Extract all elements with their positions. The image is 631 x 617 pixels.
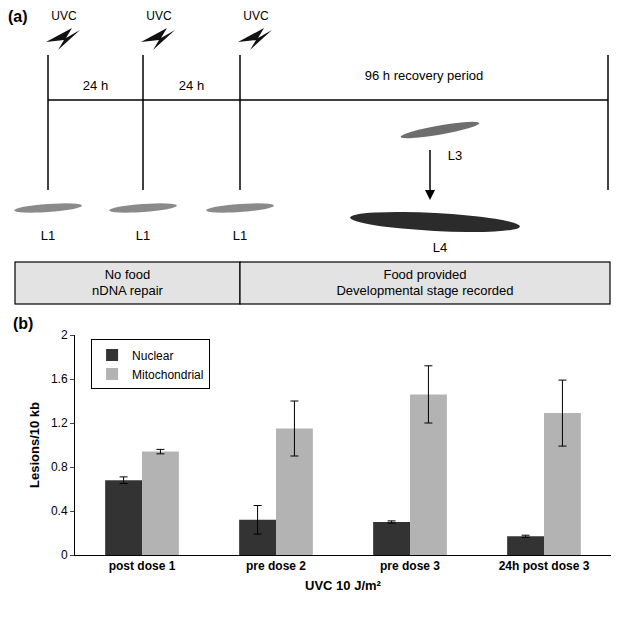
svg-text:nDNA repair: nDNA repair [92,283,163,298]
svg-text:1.6: 1.6 [51,372,68,386]
svg-text:UVC 10 J/m²: UVC 10 J/m² [305,578,382,593]
svg-text:0.4: 0.4 [51,504,68,518]
svg-text:UVC: UVC [243,9,269,23]
svg-text:24 h: 24 h [83,78,108,93]
svg-text:2: 2 [61,328,68,342]
svg-text:Food provided: Food provided [383,267,466,282]
svg-text:UVC: UVC [146,9,172,23]
svg-text:pre dose 2: pre dose 2 [246,559,306,573]
svg-text:Mitochondrial: Mitochondrial [132,368,203,382]
svg-text:Lesions/10 kb: Lesions/10 kb [27,402,42,488]
svg-text:0.8: 0.8 [51,460,68,474]
svg-text:L4: L4 [433,240,447,255]
svg-text:L1: L1 [41,228,55,243]
svg-text:0: 0 [61,548,68,562]
svg-text:Developmental stage recorded: Developmental stage recorded [336,283,513,298]
svg-text:L3: L3 [448,148,462,163]
svg-text:96 h recovery period: 96 h recovery period [365,68,484,83]
svg-text:(b): (b) [13,315,33,332]
svg-text:pre dose 3: pre dose 3 [380,559,440,573]
svg-text:24 h: 24 h [179,78,204,93]
svg-text:24h post dose 3: 24h post dose 3 [499,559,590,573]
svg-text:L1: L1 [233,228,247,243]
svg-text:post dose 1: post dose 1 [109,559,176,573]
svg-text:No food: No food [105,267,151,282]
svg-text:Nuclear: Nuclear [132,349,173,363]
svg-text:UVC: UVC [51,9,77,23]
svg-text:1.2: 1.2 [51,416,68,430]
svg-text:(a): (a) [8,8,28,25]
svg-text:L1: L1 [136,228,150,243]
